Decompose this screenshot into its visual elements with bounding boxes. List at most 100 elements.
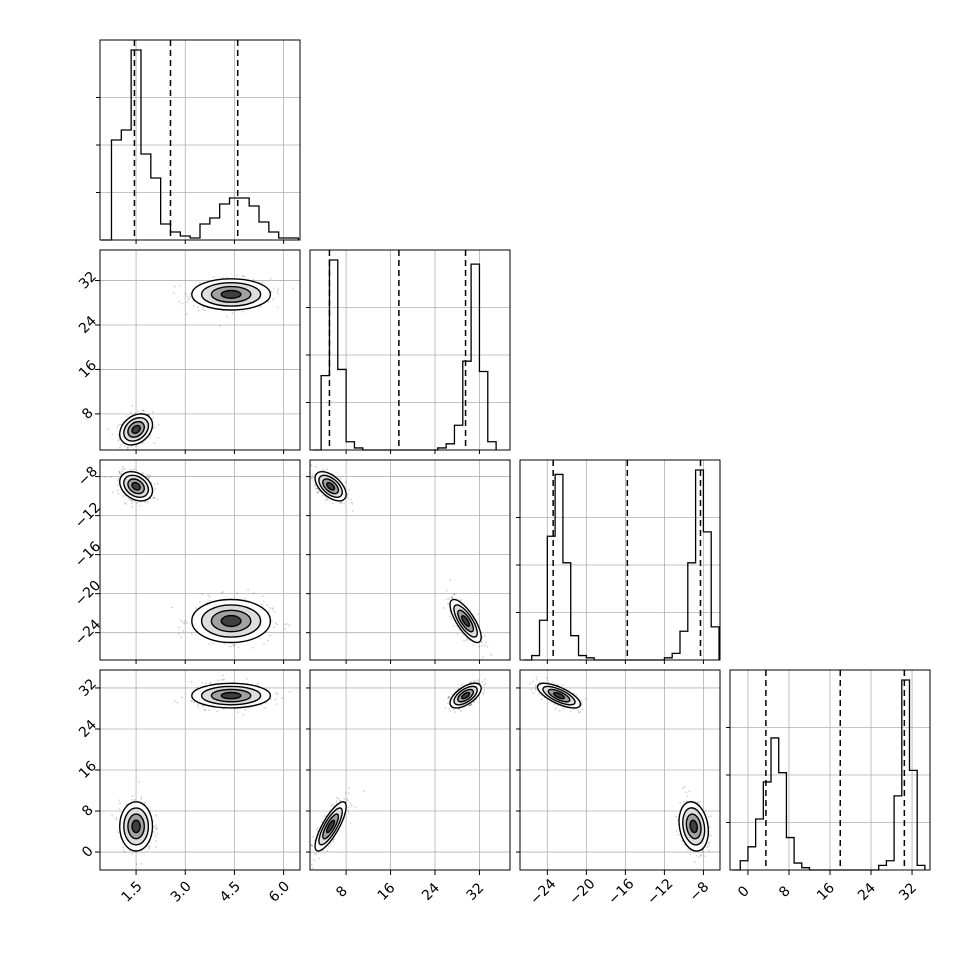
contour-1-0-1-3 bbox=[220, 289, 242, 300]
sample-point bbox=[131, 469, 134, 471]
sample-point bbox=[553, 703, 556, 705]
sample-point bbox=[332, 840, 334, 843]
sample-point bbox=[271, 607, 274, 609]
sample-point bbox=[463, 639, 465, 642]
samples-2-0 bbox=[104, 466, 291, 649]
samples-3-0 bbox=[111, 674, 291, 866]
sample-point bbox=[129, 468, 132, 471]
sample-point bbox=[484, 682, 487, 685]
sample-point bbox=[154, 487, 157, 490]
sample-point bbox=[473, 701, 475, 703]
sample-point bbox=[171, 606, 173, 609]
sample-point bbox=[197, 306, 199, 309]
sample-point bbox=[131, 500, 134, 502]
sample-point bbox=[339, 800, 342, 802]
histogram-panel-3 bbox=[726, 669, 931, 871]
sample-point bbox=[204, 709, 207, 711]
sample-point bbox=[450, 617, 453, 620]
sample-point bbox=[468, 705, 470, 707]
sample-point bbox=[448, 695, 450, 698]
sample-point bbox=[442, 607, 445, 609]
sample-point bbox=[333, 804, 335, 807]
sample-point bbox=[223, 642, 226, 645]
sample-point bbox=[125, 415, 128, 417]
sample-point bbox=[270, 290, 273, 293]
contour-3-0-1-3 bbox=[220, 691, 242, 700]
sample-point bbox=[468, 704, 471, 706]
sample-point bbox=[337, 797, 340, 800]
sample-point bbox=[124, 503, 127, 505]
sample-point bbox=[130, 499, 133, 502]
sample-point bbox=[696, 801, 699, 804]
sample-point bbox=[556, 705, 559, 707]
sample-point bbox=[462, 633, 464, 636]
scatter-panel-3-2 bbox=[519, 669, 721, 871]
sample-point bbox=[213, 276, 216, 278]
sample-point bbox=[351, 503, 354, 505]
y-tick-label: 24 bbox=[76, 717, 100, 741]
y-tick-label: −8 bbox=[75, 464, 101, 490]
sample-point bbox=[131, 405, 134, 408]
x-tick-label: 32 bbox=[463, 880, 487, 904]
sample-point bbox=[575, 694, 578, 696]
x-tick-label: 24 bbox=[855, 880, 879, 904]
sample-point bbox=[448, 598, 451, 600]
y-tick-label: −16 bbox=[72, 538, 104, 570]
sample-point bbox=[470, 681, 472, 683]
sample-point bbox=[303, 459, 305, 461]
sample-point bbox=[184, 620, 186, 623]
sample-point bbox=[288, 624, 291, 627]
sample-point bbox=[470, 703, 472, 706]
samples-1-0 bbox=[106, 274, 295, 450]
sample-point bbox=[222, 674, 224, 677]
sample-point bbox=[104, 476, 107, 478]
sample-point bbox=[207, 594, 210, 596]
sample-point bbox=[153, 442, 156, 445]
sample-point bbox=[252, 646, 254, 649]
sample-point bbox=[260, 603, 263, 606]
sample-point bbox=[156, 482, 159, 485]
sample-point bbox=[263, 643, 265, 645]
sample-point bbox=[142, 472, 144, 475]
sample-point bbox=[152, 417, 155, 420]
sample-point bbox=[179, 619, 182, 622]
sample-point bbox=[345, 481, 347, 483]
sample-point bbox=[216, 710, 219, 713]
sample-point bbox=[706, 846, 709, 848]
sample-point bbox=[236, 274, 239, 277]
x-tick-label: −8 bbox=[686, 879, 712, 905]
sample-point bbox=[699, 854, 702, 856]
sample-point bbox=[304, 481, 306, 483]
sample-point bbox=[347, 806, 350, 809]
sample-point bbox=[148, 476, 151, 479]
sample-point bbox=[473, 679, 475, 682]
sample-point bbox=[112, 491, 114, 494]
sample-point bbox=[709, 841, 711, 844]
sample-point bbox=[191, 700, 194, 702]
sample-point bbox=[118, 808, 121, 811]
sample-point bbox=[152, 497, 155, 500]
sample-point bbox=[197, 703, 199, 705]
sample-point bbox=[312, 867, 314, 870]
sample-point bbox=[310, 844, 313, 846]
sample-point bbox=[118, 424, 121, 426]
sample-point bbox=[204, 309, 206, 312]
sample-point bbox=[318, 490, 320, 493]
sample-point bbox=[283, 627, 286, 630]
sample-point bbox=[174, 285, 177, 288]
sample-point bbox=[148, 436, 151, 439]
x-tick-label: 16 bbox=[375, 880, 399, 904]
sample-point bbox=[535, 678, 538, 681]
sample-point bbox=[155, 814, 158, 817]
sample-point bbox=[178, 300, 181, 303]
sample-point bbox=[187, 298, 190, 301]
histogram-background-0 bbox=[100, 40, 300, 240]
sample-point bbox=[449, 578, 452, 581]
sample-point bbox=[350, 804, 353, 807]
sample-point bbox=[148, 845, 151, 848]
sample-point bbox=[708, 849, 710, 852]
contour-3-1-0-3 bbox=[325, 819, 336, 834]
sample-point bbox=[579, 711, 581, 713]
sample-point bbox=[138, 781, 141, 784]
sample-point bbox=[244, 597, 246, 600]
